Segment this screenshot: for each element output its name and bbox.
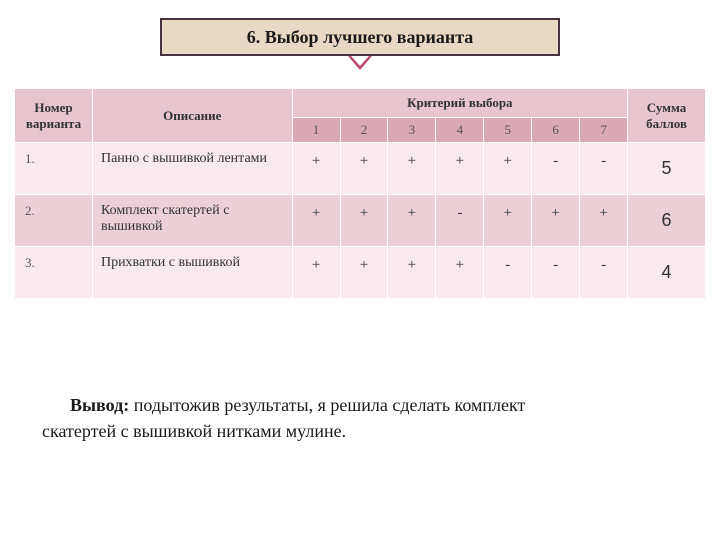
cell-crit: - xyxy=(532,143,580,195)
col-sum: Сумма баллов xyxy=(628,89,706,143)
conclusion: Вывод: подытожив результаты, я решила сд… xyxy=(42,392,602,444)
cell-crit: + xyxy=(388,247,436,299)
col-desc: Описание xyxy=(92,89,292,143)
cell-crit: + xyxy=(340,143,388,195)
cell-crit: + xyxy=(292,195,340,247)
cell-crit: + xyxy=(388,195,436,247)
cell-sum: 4 xyxy=(628,247,706,299)
crit-5: 5 xyxy=(484,118,532,143)
conclusion-label: Вывод: xyxy=(70,395,129,415)
cell-crit: + xyxy=(436,247,484,299)
cell-crit: + xyxy=(292,247,340,299)
cell-crit: + xyxy=(340,247,388,299)
cell-crit: - xyxy=(580,247,628,299)
table-body: 1. Панно с вышивкой лентами + + + + + - … xyxy=(15,143,706,299)
cell-sum: 6 xyxy=(628,195,706,247)
cell-sum: 5 xyxy=(628,143,706,195)
cell-num: 1. xyxy=(15,143,93,195)
crit-1: 1 xyxy=(292,118,340,143)
crit-6: 6 xyxy=(532,118,580,143)
cell-crit: + xyxy=(436,143,484,195)
cell-crit: + xyxy=(580,195,628,247)
cell-num: 2. xyxy=(15,195,93,247)
crit-7: 7 xyxy=(580,118,628,143)
cell-crit: + xyxy=(484,143,532,195)
table-row: 1. Панно с вышивкой лентами + + + + + - … xyxy=(15,143,706,195)
title-box: 6. Выбор лучшего варианта xyxy=(160,18,560,56)
cell-crit: - xyxy=(436,195,484,247)
cell-num: 3. xyxy=(15,247,93,299)
crit-2: 2 xyxy=(340,118,388,143)
cell-crit: + xyxy=(340,195,388,247)
criteria-table: Номер варианта Описание Критерий выбора … xyxy=(14,88,706,299)
cell-desc: Панно с вышивкой лентами xyxy=(92,143,292,195)
cell-crit: + xyxy=(532,195,580,247)
table-row: 3. Прихватки с вышивкой + + + + - - - 4 xyxy=(15,247,706,299)
cell-crit: - xyxy=(484,247,532,299)
header-row: Номер варианта Описание Критерий выбора … xyxy=(15,89,706,118)
table-row: 2. Комплект скатертей с вышивкой + + + -… xyxy=(15,195,706,247)
cell-desc: Прихватки с вышивкой xyxy=(92,247,292,299)
col-num: Номер варианта xyxy=(15,89,93,143)
cell-crit: + xyxy=(388,143,436,195)
cell-crit: - xyxy=(580,143,628,195)
arrow-inner xyxy=(351,56,369,66)
cell-crit: + xyxy=(292,143,340,195)
cell-desc: Комплект скатертей с вышивкой xyxy=(92,195,292,247)
cell-crit: + xyxy=(484,195,532,247)
title-text: 6. Выбор лучшего варианта xyxy=(247,27,474,48)
col-crit: Критерий выбора xyxy=(292,89,627,118)
crit-3: 3 xyxy=(388,118,436,143)
criteria-table-wrap: Номер варианта Описание Критерий выбора … xyxy=(14,88,706,299)
cell-crit: - xyxy=(532,247,580,299)
crit-4: 4 xyxy=(436,118,484,143)
